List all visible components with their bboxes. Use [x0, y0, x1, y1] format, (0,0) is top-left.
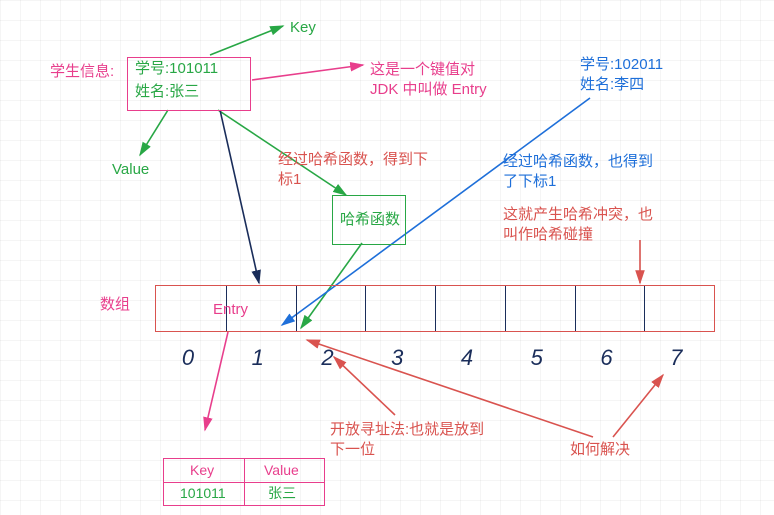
arrow-to_key: [210, 26, 283, 55]
entry-table: Key Value 101011 张三: [163, 458, 325, 506]
array-index: 5: [531, 345, 543, 371]
array-box: [155, 285, 715, 332]
array-index: 4: [461, 345, 473, 371]
array-divider: [296, 286, 297, 331]
array-index: 6: [600, 345, 612, 371]
array-divider: [575, 286, 576, 331]
array-index: 2: [321, 345, 333, 371]
arrow-stu1_to_arr: [220, 110, 259, 283]
arrows-layer: [0, 0, 774, 515]
array-divider: [365, 286, 366, 331]
entry-table-value-header: Value: [264, 461, 299, 479]
hashfn-box: [332, 195, 406, 245]
entry-table-key-cell: 101011: [180, 484, 226, 502]
array-index: 7: [670, 345, 682, 371]
student-info-box: [127, 57, 251, 111]
arrow-to_hashbox: [218, 110, 346, 195]
array-index: 1: [252, 345, 264, 371]
array-index: 0: [182, 345, 194, 371]
array-divider: [644, 286, 645, 331]
arrow-to_kvpair: [252, 65, 363, 80]
arrow-solve_up2: [307, 340, 593, 437]
array-divider: [505, 286, 506, 331]
arrow-entry_down: [205, 332, 228, 430]
arrow-open_up: [334, 357, 395, 415]
array-divider: [435, 286, 436, 331]
array-index: 3: [391, 345, 403, 371]
arrow-to_value: [140, 110, 168, 155]
arrow-solve_up1: [613, 375, 663, 437]
array-divider: [226, 286, 227, 331]
entry-table-value-cell: 张三: [268, 484, 296, 502]
entry-table-key-header: Key: [190, 461, 214, 479]
